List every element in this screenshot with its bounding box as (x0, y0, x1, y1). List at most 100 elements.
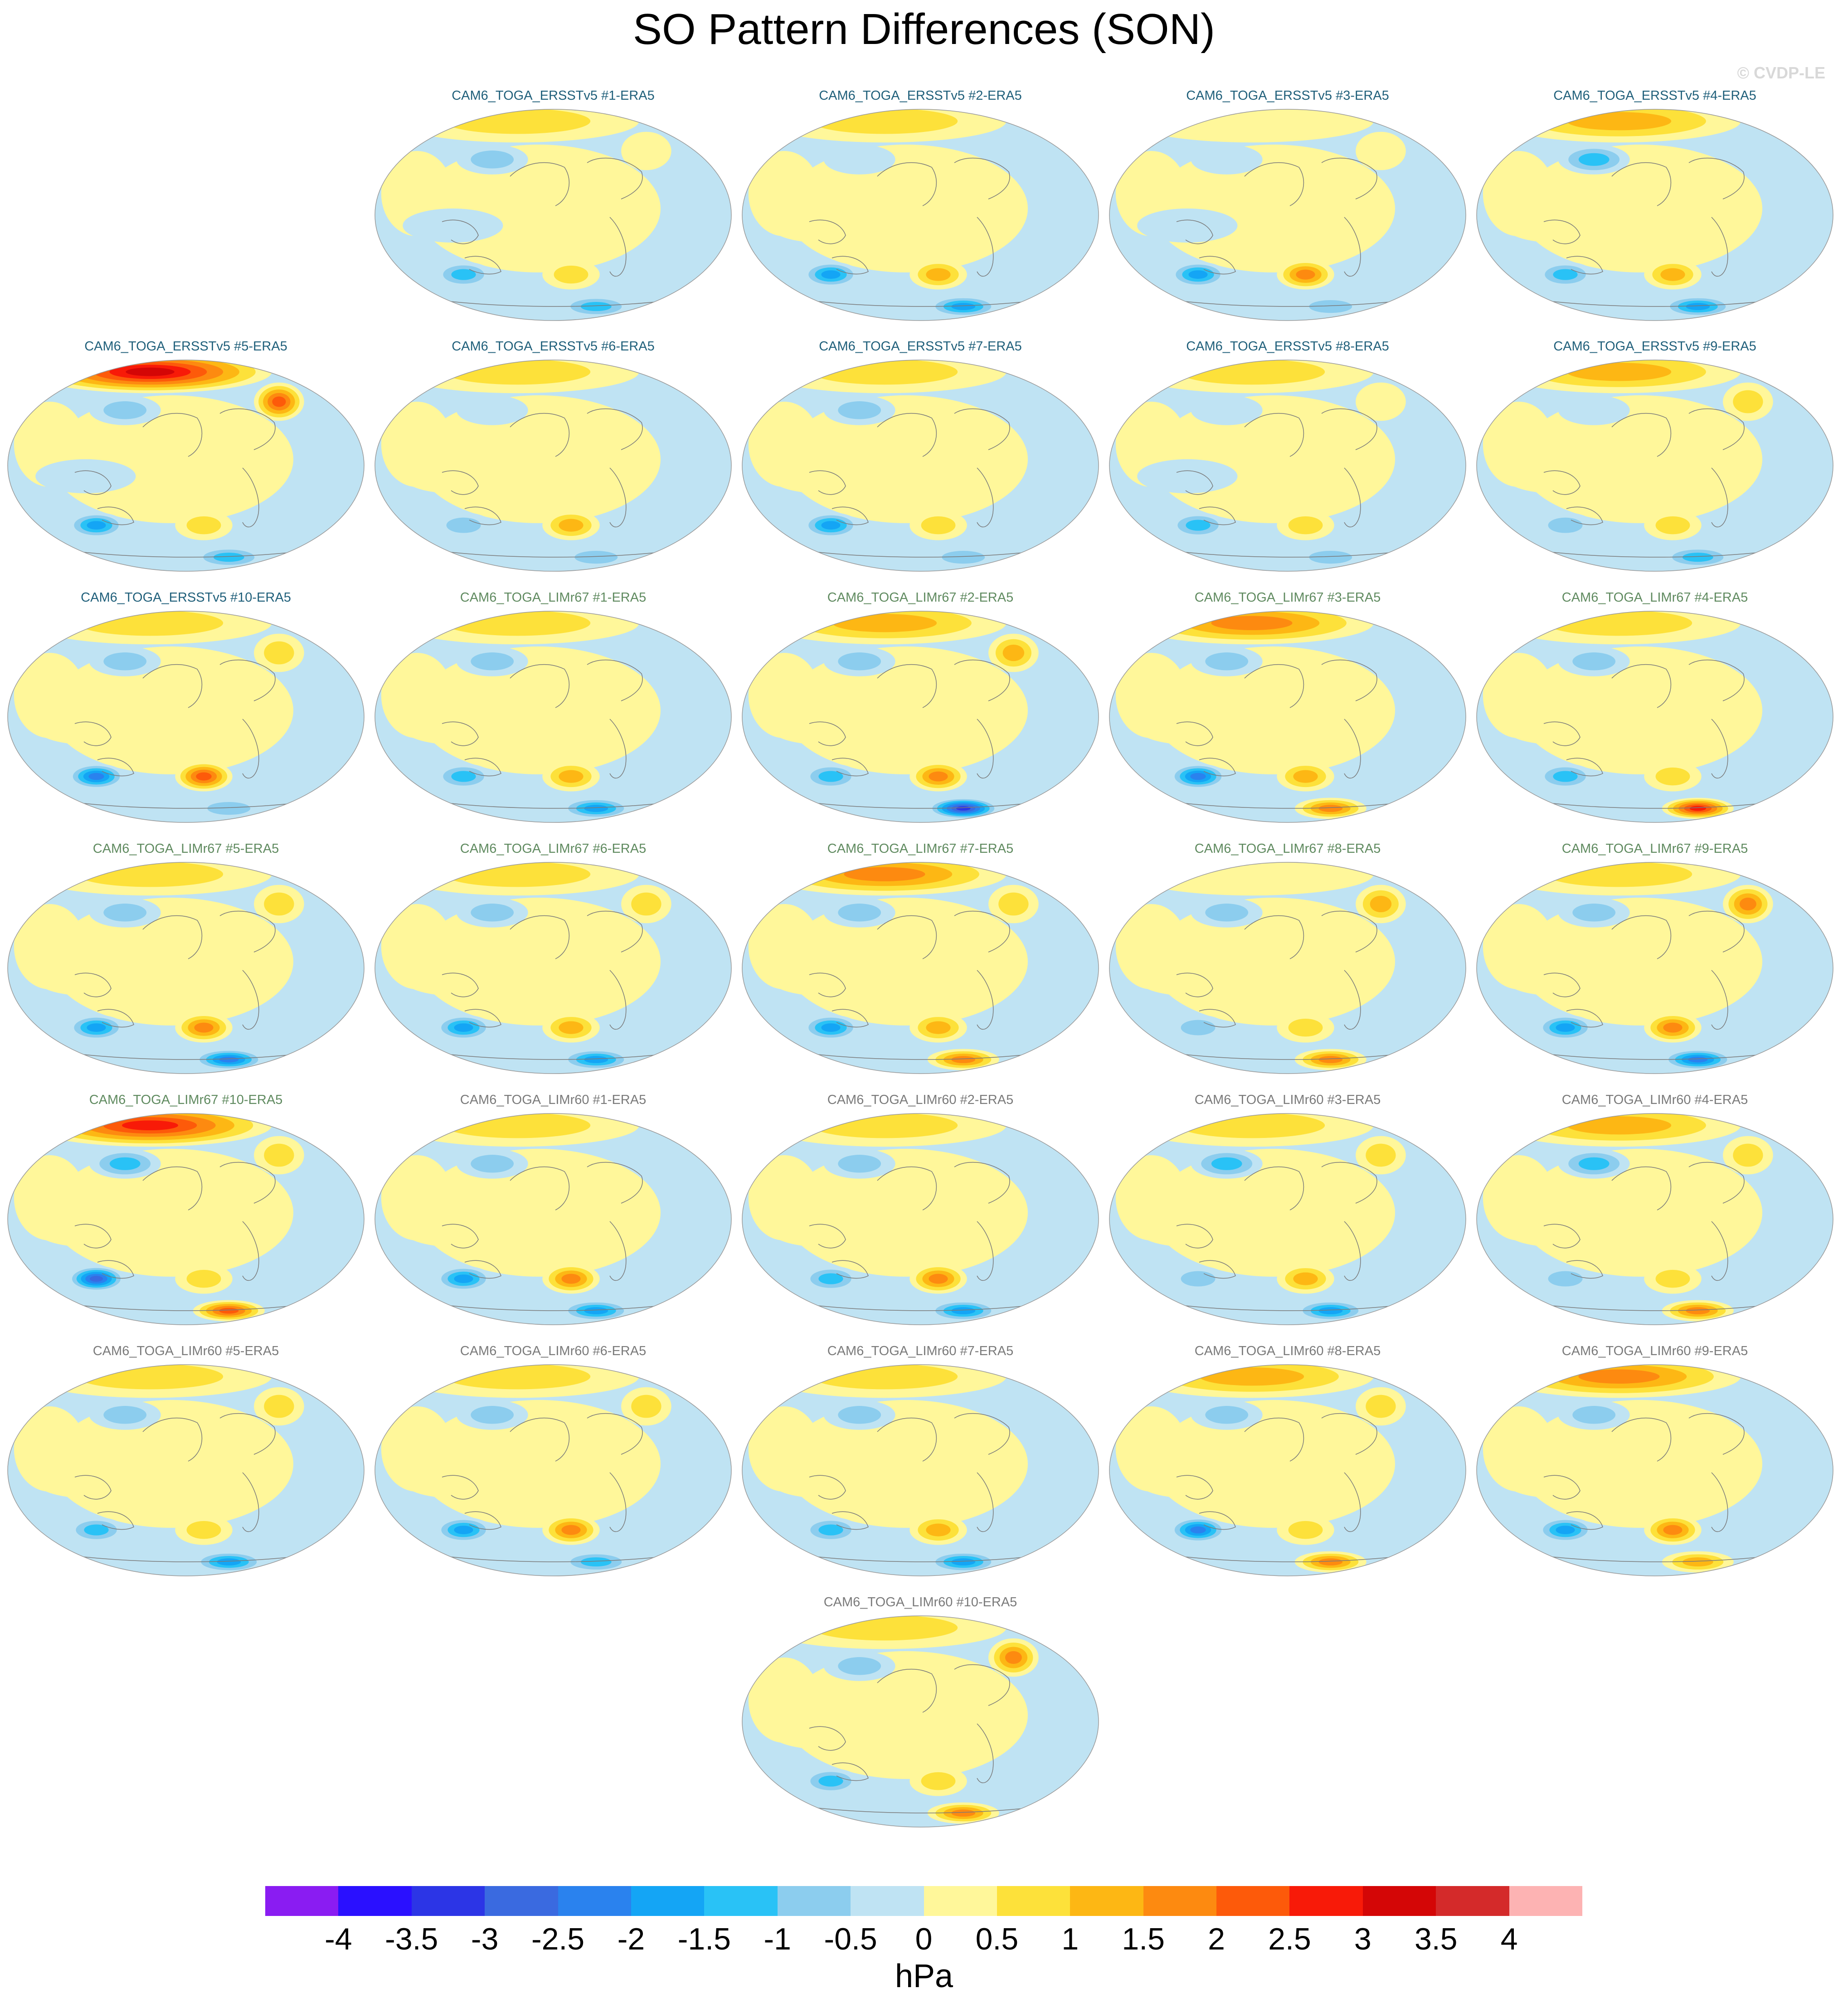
world-map (374, 862, 732, 1074)
coastline (1566, 506, 1603, 525)
coastline (1543, 1475, 1581, 1500)
anomaly-blob-negative (1723, 1387, 1773, 1426)
anomaly-blob-positive (1504, 710, 1605, 745)
anomaly-blob-negative (456, 395, 528, 425)
anomaly-blob-positive (1318, 805, 1343, 812)
coastline (954, 157, 1010, 199)
anomaly-blob-negative (1181, 1020, 1216, 1036)
coastline (809, 470, 846, 495)
anomaly-blob-positive (264, 1395, 294, 1418)
anomaly-blob-positive (444, 1365, 591, 1390)
coastline (428, 1051, 683, 1060)
anomaly-blob-negative (84, 1524, 109, 1536)
anomaly-blob-negative (584, 1307, 608, 1314)
anomaly-region-positive (1151, 1400, 1395, 1528)
figure-title: SO Pattern Differences (SON) (633, 5, 1215, 53)
coastline (1611, 413, 1672, 457)
map-panel: CAM6_TOGA_ERSSTv5 #9-ERA5 (1474, 339, 1836, 575)
map-panel: CAM6_TOGA_LIMr60 #1-ERA5 (372, 1093, 734, 1328)
coastline (832, 1762, 869, 1781)
anomaly-blob-positive (186, 516, 221, 535)
anomaly-blob-positive (403, 459, 503, 494)
map-outline (7, 1113, 365, 1325)
colorbar-swatch (704, 1886, 778, 1916)
coastline (1162, 800, 1417, 809)
anomaly-blob-positive (1504, 208, 1605, 243)
coastline (832, 1260, 869, 1279)
map-panel-title: CAM6_TOGA_ERSSTv5 #6-ERA5 (452, 339, 655, 354)
anomaly-blob-positive (998, 892, 1029, 916)
anomaly-region-positive (417, 395, 661, 523)
map-panel: CAM6_TOGA_LIMr67 #8-ERA5 (1106, 841, 1469, 1077)
anomaly-blob-positive (196, 772, 212, 781)
coastline (510, 162, 570, 206)
colorbar-unit-label: hPa (895, 1958, 953, 1994)
anomaly-blob-positive (1356, 131, 1406, 170)
anomaly-region-positive (49, 1400, 293, 1528)
coastline (1688, 659, 1745, 701)
anomaly-blob-positive (1566, 363, 1672, 381)
colorbar-swatch (338, 1886, 412, 1916)
anomaly-blob-positive (554, 265, 588, 284)
anomaly-blob-positive (929, 771, 948, 782)
anomaly-blob-negative (1188, 270, 1208, 279)
coastline (877, 162, 937, 206)
colorbar-tick-label: 1 (1061, 1922, 1079, 1956)
map-panel-title: CAM6_TOGA_LIMr67 #2-ERA5 (827, 590, 1014, 605)
anomaly-region-positive (784, 144, 1028, 272)
anomaly-blob-positive (444, 360, 591, 385)
world-map (742, 109, 1099, 321)
map-panel-title: CAM6_TOGA_LIMr67 #9-ERA5 (1561, 841, 1748, 856)
anomaly-blob-positive (1199, 1367, 1304, 1386)
anomaly-blob-positive (1686, 1307, 1710, 1314)
map-outline (742, 360, 1099, 572)
anomaly-region-positive (49, 1148, 293, 1277)
coastline (977, 1221, 994, 1281)
anomaly-blob-positive (186, 1269, 221, 1288)
coastline (1611, 1417, 1672, 1462)
anomaly-blob-positive (444, 611, 591, 636)
anomaly-blob-positive (1689, 806, 1707, 811)
map-panel-title: CAM6_TOGA_LIMr60 #3-ERA5 (1194, 1093, 1381, 1107)
map-outline (1476, 611, 1833, 823)
map-panel-title: CAM6_TOGA_LIMr67 #6-ERA5 (460, 841, 647, 856)
coastline (832, 256, 869, 275)
coastline (954, 1162, 1010, 1204)
anomaly-blob-negative (109, 1157, 141, 1170)
colorbar-tick-label: -4 (325, 1922, 352, 1956)
map-panel: CAM6_TOGA_LIMr60 #3-ERA5 (1106, 1093, 1469, 1328)
coastline (1611, 1166, 1672, 1211)
colorbar-swatch (265, 1886, 339, 1916)
anomaly-blob-negative (1556, 1023, 1575, 1032)
world-map (1476, 611, 1833, 823)
coastline (61, 800, 316, 809)
coastline (587, 157, 643, 199)
coastline (877, 1668, 937, 1713)
anomaly-blob-positive (770, 208, 871, 243)
anomaly-blob-negative (956, 806, 971, 811)
anomaly-blob-positive (186, 1521, 221, 1539)
world-map (742, 1615, 1099, 1828)
anomaly-blob-negative (1688, 1056, 1708, 1063)
world-map (7, 1113, 365, 1325)
anomaly-blob-positive (811, 360, 958, 385)
anomaly-blob-negative (219, 1056, 239, 1063)
coastline (242, 1472, 259, 1532)
anomaly-blob-negative (584, 1056, 608, 1063)
coastline (1711, 1221, 1728, 1281)
coastline (877, 1417, 937, 1462)
map-panel: CAM6_TOGA_LIMr67 #1-ERA5 (372, 590, 734, 826)
coastline (1530, 800, 1785, 809)
colorbar-swatch (1289, 1886, 1363, 1916)
coastline (464, 1009, 501, 1028)
anomaly-region-positive (49, 646, 293, 774)
coastline (219, 408, 276, 450)
map-panel: CAM6_TOGA_LIMr60 #8-ERA5 (1106, 1344, 1469, 1580)
anomaly-blob-negative (103, 904, 147, 922)
anomaly-blob-positive (264, 1143, 294, 1167)
anomaly-blob-positive (1660, 268, 1685, 281)
anomaly-blob-negative (213, 553, 244, 562)
map-panel: CAM6_TOGA_LIMr67 #9-ERA5 (1474, 841, 1836, 1077)
anomaly-blob-negative (471, 652, 514, 671)
coastline (977, 1472, 994, 1532)
